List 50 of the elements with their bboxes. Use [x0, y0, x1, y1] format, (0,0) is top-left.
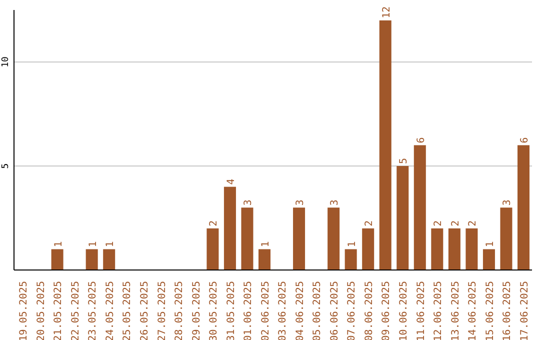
x-tick-label: 11.06.2025 [416, 281, 427, 340]
y-tick-label: 10 [1, 56, 11, 68]
bar [396, 166, 409, 270]
bar [86, 249, 98, 270]
data-label: 3 [295, 200, 306, 206]
bar [448, 228, 460, 270]
data-label: 5 [398, 158, 410, 164]
bar [328, 208, 340, 270]
data-label: 1 [88, 241, 99, 248]
bar [517, 145, 530, 270]
x-tick-label: 10.06.2025 [398, 281, 410, 340]
x-tick-label: 12.06.2025 [433, 281, 444, 340]
bar [431, 228, 444, 270]
bar [293, 208, 306, 270]
bar [103, 249, 116, 270]
bar [482, 249, 495, 270]
data-label: 6 [519, 137, 530, 144]
data-label: 3 [502, 200, 514, 206]
x-tick-label: 16.06.2025 [502, 281, 514, 340]
x-tick-label: 13.06.2025 [450, 281, 462, 340]
data-label: 1 [260, 241, 272, 248]
data-label: 12 [381, 6, 392, 18]
data-label: 3 [243, 200, 254, 206]
bar [414, 145, 426, 270]
data-label: 2 [433, 220, 444, 226]
data-label: 2 [450, 220, 462, 226]
bar [51, 249, 64, 270]
data-label: 6 [416, 137, 427, 144]
bar [466, 228, 478, 270]
x-tick-label: 14.06.2025 [468, 281, 479, 340]
data-label: 3 [330, 200, 341, 206]
data-label: 4 [226, 178, 237, 185]
data-label: 2 [208, 220, 220, 226]
bar [379, 20, 392, 270]
x-tick-label: 19.05.2025 [18, 281, 30, 340]
data-label: 1 [53, 241, 64, 248]
bar [258, 249, 270, 270]
bar [206, 228, 219, 270]
data-label: 1 [346, 241, 358, 248]
data-label: 2 [364, 220, 376, 226]
bar [344, 249, 357, 270]
bar [224, 186, 236, 270]
x-tick-label: 17.06.2025 [519, 281, 530, 340]
data-label: 1 [484, 241, 496, 248]
data-label: 1 [105, 241, 116, 248]
data-label: 2 [468, 220, 479, 226]
x-tick-label: 15.06.2025 [484, 281, 496, 340]
bar [362, 228, 374, 270]
bar [241, 208, 254, 270]
bar [500, 208, 512, 270]
